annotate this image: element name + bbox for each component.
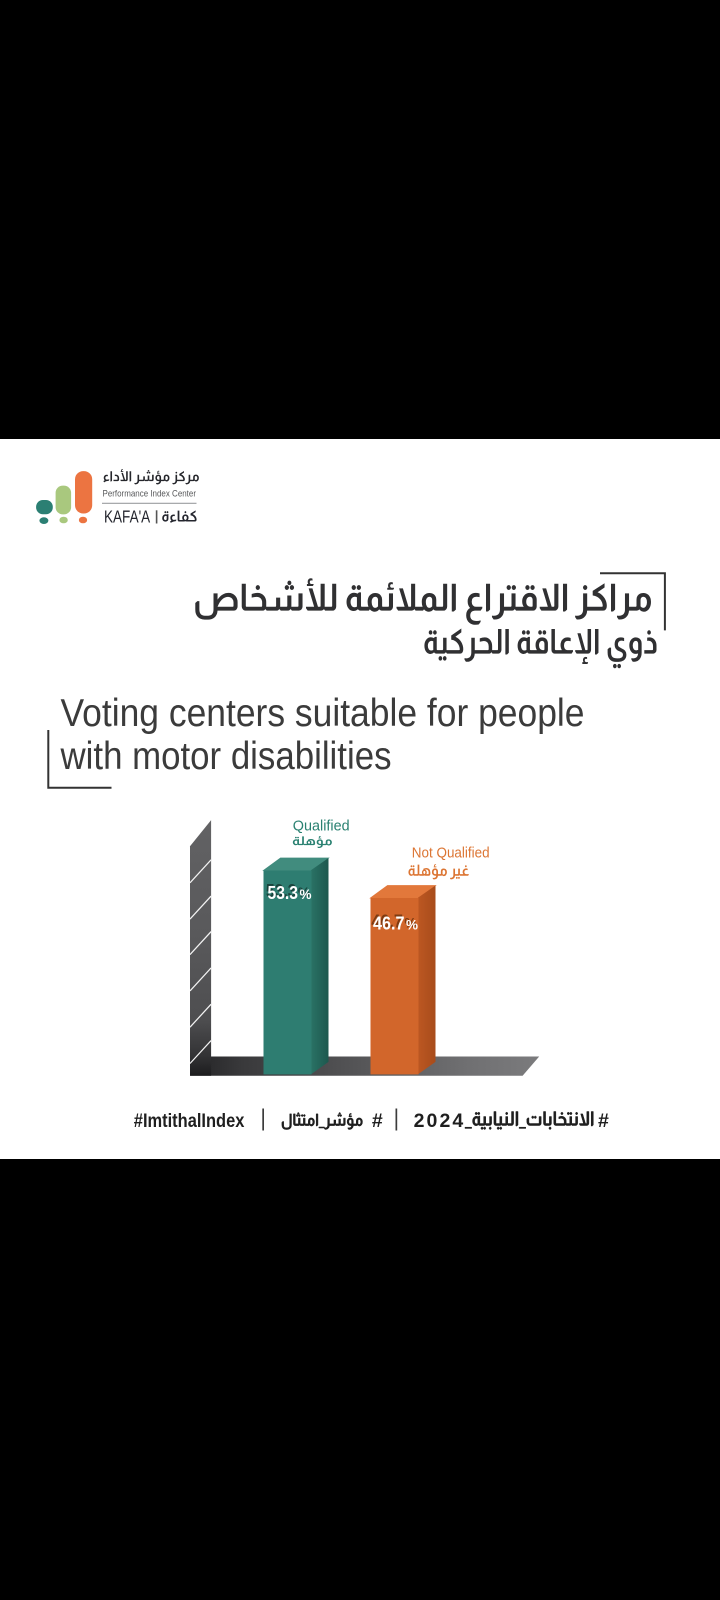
svg-text:46.7: 46.7 [371, 912, 403, 932]
svg-text:Not Qualified: Not Qualified [412, 845, 490, 862]
svg-text:46.7: 46.7 [373, 914, 405, 934]
svg-text:Voting centers suitable for pe: Voting centers suitable for people [61, 692, 585, 735]
svg-text:%: % [298, 885, 310, 900]
svg-text:Qualified: Qualified [293, 817, 350, 834]
svg-text:#ImtithalIndex: #ImtithalIndex [134, 1110, 245, 1132]
svg-text:KAFA'A: KAFA'A [104, 507, 150, 527]
svg-text:53.3: 53.3 [268, 883, 299, 903]
svg-text:2024: 2024 [414, 1110, 466, 1132]
svg-text:#: # [598, 1110, 609, 1132]
svg-text:%: % [300, 887, 312, 902]
svg-text:with motor disabilities: with motor disabilities [60, 735, 392, 778]
svg-text:%: % [404, 916, 416, 931]
svg-text:53.3: 53.3 [266, 881, 297, 901]
svg-text:#: # [372, 1110, 383, 1132]
svg-text:%: % [406, 918, 418, 933]
svg-text:Performance Index Center: Performance Index Center [103, 489, 197, 499]
